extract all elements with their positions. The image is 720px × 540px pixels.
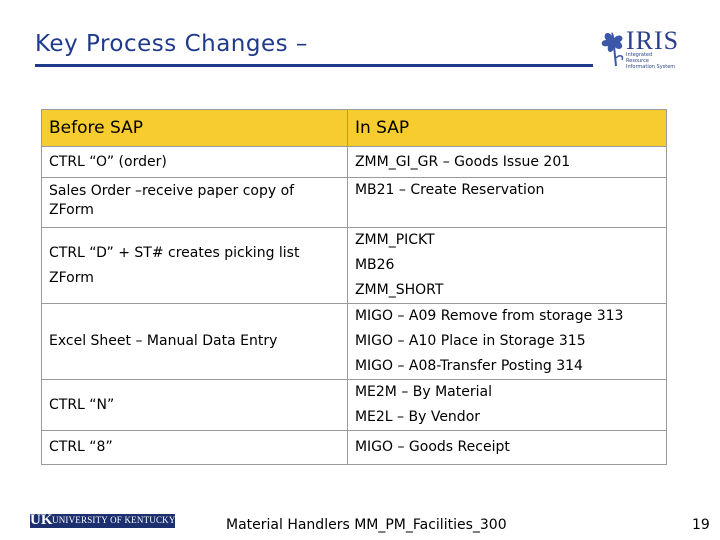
- after-cell: ZMM_GI_GR – Goods Issue 201: [346, 146, 668, 178]
- after-cell: ME2M – By Material ME2L – By Vendor: [346, 379, 668, 431]
- cell-line: CTRL “O” (order): [49, 153, 167, 170]
- process-table: Before SAP In SAP CTRL “O” (order) ZMM_G…: [41, 109, 668, 465]
- before-cell: CTRL “O” (order): [41, 146, 348, 178]
- cell-line: ZForm: [49, 269, 94, 286]
- uk-logo-mark: UK: [30, 512, 53, 528]
- logo-text: IRIS: [626, 26, 680, 55]
- cell-line: MB21 – Create Reservation: [354, 182, 545, 198]
- iris-flower-icon: [601, 32, 624, 67]
- after-cell: MIGO – A09 Remove from storage 313 MIGO …: [346, 303, 668, 380]
- cell-line: MIGO – A09 Remove from storage 313: [354, 308, 624, 324]
- footer-course-title: Material Handlers MM_PM_Facilities_300: [226, 517, 507, 533]
- cell-line: Excel Sheet – Manual Data Entry: [49, 333, 278, 349]
- table-row: CTRL “N” ME2M – By Material ME2L – By Ve…: [41, 379, 668, 431]
- table-row: CTRL “8” MIGO – Goods Receipt: [41, 430, 668, 465]
- cell-line: ME2L – By Vendor: [354, 409, 481, 425]
- before-cell: Sales Order –receive paper copy of ZForm: [41, 177, 348, 228]
- header-in-sap: In SAP: [346, 109, 668, 147]
- table-header-row: Before SAP In SAP: [41, 109, 668, 147]
- title-underline: [35, 64, 593, 67]
- uk-logo-name: UNIVERSITY OF KENTUCKY: [52, 515, 176, 525]
- table-row: CTRL “O” (order) ZMM_GI_GR – Goods Issue…: [41, 146, 668, 178]
- cell-line: ZMM_SHORT: [354, 282, 444, 298]
- cell-line: MIGO – Goods Receipt: [354, 439, 510, 455]
- cell-line: ZMM_PICKT: [354, 232, 435, 248]
- header-before-sap: Before SAP: [41, 109, 348, 147]
- before-cell: Excel Sheet – Manual Data Entry: [41, 303, 348, 380]
- after-cell: MIGO – Goods Receipt: [346, 430, 668, 465]
- cell-line: CTRL “8”: [49, 439, 113, 455]
- after-cell: ZMM_PICKT MB26 ZMM_SHORT: [346, 227, 668, 304]
- cell-line: ZMM_GI_GR – Goods Issue 201: [354, 153, 571, 170]
- cell-line: CTRL “N”: [49, 396, 115, 413]
- logo-subtitle: Integrated Resource Information System: [626, 52, 676, 70]
- before-cell: CTRL “N”: [41, 379, 348, 431]
- before-cell: CTRL “D” + ST# creates picking list ZFor…: [41, 227, 348, 304]
- table-row: CTRL “D” + ST# creates picking list ZFor…: [41, 227, 668, 304]
- after-cell: MB21 – Create Reservation: [346, 177, 668, 228]
- cell-line: MIGO – A08-Transfer Posting 314: [354, 358, 583, 374]
- uk-logo-bar: [30, 514, 175, 528]
- cell-line: CTRL “D” + ST# creates picking list: [49, 244, 300, 261]
- cell-line: Sales Order –receive paper copy of ZForm: [49, 183, 295, 218]
- table-row: Sales Order –receive paper copy of ZForm…: [41, 177, 668, 228]
- page-title: Key Process Changes –: [35, 31, 308, 57]
- cell-line: ME2M – By Material: [354, 384, 492, 400]
- table-row: Excel Sheet – Manual Data Entry MIGO – A…: [41, 303, 668, 380]
- before-cell: CTRL “8”: [41, 430, 348, 465]
- page-number: 19: [692, 517, 710, 533]
- cell-line: MIGO – A10 Place in Storage 315: [354, 333, 586, 349]
- cell-line: MB26: [354, 257, 395, 273]
